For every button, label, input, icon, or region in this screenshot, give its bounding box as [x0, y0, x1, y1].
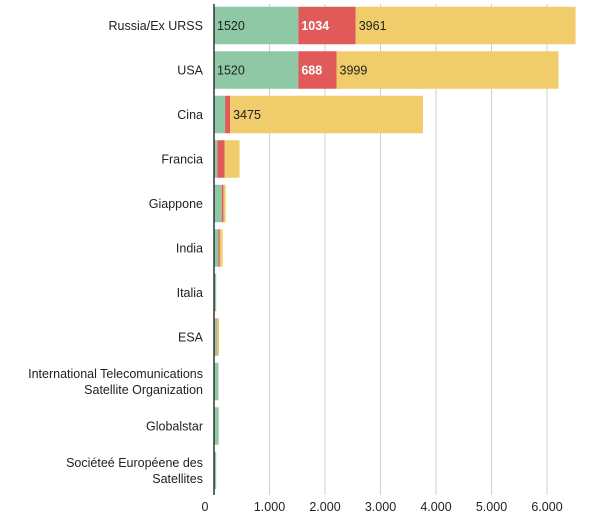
bar-segment [214, 6, 299, 45]
bar-segment [214, 229, 219, 267]
bar-segment [219, 229, 223, 267]
data-label: 3961 [359, 19, 387, 33]
bar-segment [214, 95, 226, 134]
data-label: 1520 [217, 64, 245, 78]
data-label: 1034 [301, 19, 329, 33]
bar-segment [336, 51, 559, 89]
x-tick-label: 2.000 [309, 500, 340, 514]
bar-segment [214, 318, 217, 356]
x-tick-label: 5.000 [476, 500, 507, 514]
bar-segment [214, 362, 219, 401]
category-label-line: Russia/Ex URSS [109, 19, 203, 33]
category-label-line: USA [177, 64, 203, 78]
category-label: ESA [178, 331, 204, 345]
category-label: Russia/Ex URSS [109, 19, 203, 33]
x-axis-tick-labels: 0 1.000 2.000 3.000 4.000 5.000 6.000 [202, 500, 563, 514]
category-label: Globalstar [146, 420, 203, 434]
bar-segment [355, 6, 576, 45]
x-tick-label: 6.000 [531, 500, 562, 514]
category-label: USA [177, 64, 203, 78]
category-label: Sociéteé Européene des Satellites [66, 456, 203, 486]
data-label: 3999 [340, 64, 368, 78]
category-label: India [176, 242, 203, 256]
bar-segment [214, 407, 219, 445]
data-label: 1520 [217, 19, 245, 33]
x-tick-label: 1.000 [254, 500, 285, 514]
category-label: Cina [177, 108, 203, 122]
bar-segment [221, 184, 224, 223]
bar-segment [214, 184, 222, 223]
bar-segment [225, 95, 231, 134]
x-tick-label: 0 [202, 500, 209, 514]
category-label-line: Globalstar [146, 420, 203, 434]
x-tick-label: 4.000 [420, 500, 451, 514]
bar-segment [217, 318, 219, 356]
category-label: Giappone [149, 197, 203, 211]
category-label-line: International Telecomunications [28, 367, 203, 381]
category-label-line: India [176, 242, 203, 256]
category-label: Italia [177, 286, 203, 300]
category-label-line: Satellites [152, 472, 203, 486]
bar-segment [223, 184, 226, 223]
bar-segment [224, 140, 240, 178]
x-tick-label: 3.000 [365, 500, 396, 514]
bar-segment [218, 229, 220, 267]
category-label-line: ESA [178, 331, 204, 345]
category-label-line: Francia [161, 153, 203, 167]
category-label-line: Satellite Organization [84, 383, 203, 397]
category-label-line: Sociéteé Européene des [66, 456, 203, 470]
bar-segment [298, 51, 337, 89]
bar-segment [214, 451, 217, 490]
category-label-line: Italia [177, 286, 203, 300]
bar-segment [214, 51, 299, 89]
category-label-line: Giappone [149, 197, 203, 211]
category-label: International Telecomunications Satellite… [28, 367, 203, 397]
bar-segment [298, 6, 356, 45]
data-label: 3475 [233, 108, 261, 122]
category-label-line: Cina [177, 108, 203, 122]
bar-segment [216, 318, 218, 356]
data-label: 688 [301, 64, 322, 78]
bar-segment [217, 140, 225, 178]
category-label: Francia [161, 153, 203, 167]
category-labels: Russia/Ex URSS USA Cina Francia Giappone Indi… [28, 19, 204, 486]
bar-segment [214, 140, 218, 178]
bar-segment [214, 273, 217, 312]
bars: 1520 1034 3961 1520 688 3999 3475 [214, 6, 576, 490]
bar-segment [230, 95, 423, 134]
